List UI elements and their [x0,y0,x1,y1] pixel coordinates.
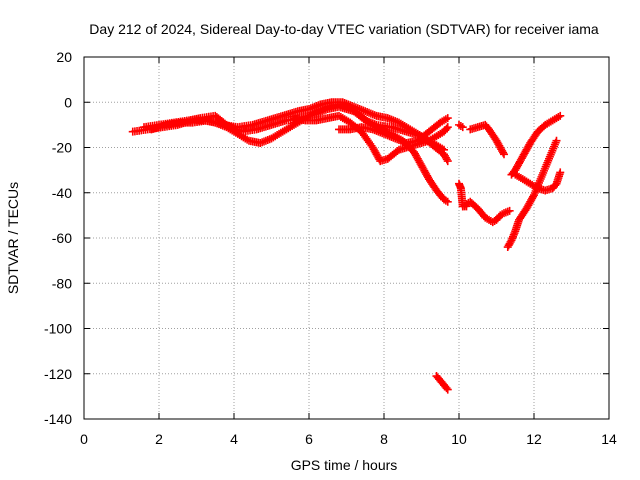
data-point [443,157,452,166]
data-point [393,147,402,156]
x-tick-label: 4 [230,431,238,447]
data-point [442,384,451,393]
series-track-6 [455,120,467,132]
data-point [456,122,465,131]
series-track-10 [507,111,565,179]
y-tick-label: -20 [52,140,72,156]
data-point [529,192,538,201]
x-tick-label: 2 [155,431,163,447]
data-point [552,136,561,145]
data-point [443,197,452,206]
data-point [500,150,508,159]
x-tick-label: 0 [80,431,88,447]
series-track-11 [511,168,565,195]
series-track-8 [455,179,514,227]
x-tick-label: 12 [526,431,542,447]
data-point [458,123,467,132]
x-axis-label: GPS time / hours [291,457,398,473]
data-point [443,385,452,394]
x-tick-label: 10 [451,431,467,447]
y-tick-label: -40 [52,185,72,201]
x-tick-label: 6 [305,431,313,447]
chart-title: Day 212 of 2024, Sidereal Day-to-day VTE… [89,21,599,37]
y-tick-label: -60 [52,230,72,246]
data-point [499,148,508,157]
data-point [442,155,451,164]
y-tick-label: -100 [44,321,72,337]
ticks: 0 2 4 6 8 10 12 14 -140 -120 -100 -80 -60 -40 -20 0 20 [44,49,617,447]
x-tick-label: 14 [601,431,617,447]
y-tick-label: 20 [56,49,72,65]
series-track-7 [466,120,508,159]
data-point [506,237,515,246]
data-point [443,123,452,132]
series-track-9 [503,136,561,252]
y-tick-label: 0 [64,94,72,110]
y-tick-label: -120 [44,366,72,382]
data-point [505,206,514,215]
series-track-5 [335,114,452,147]
series-track-12 [432,372,452,394]
data-point [440,145,448,154]
data-point [556,168,565,177]
y-tick-label: -140 [44,411,72,427]
data-point [462,202,471,211]
data-point [556,111,565,120]
series-track-3 [147,98,448,154]
data-layer [128,98,565,394]
data-point [443,114,452,123]
y-tick-label: -80 [52,275,72,291]
x-tick-label: 8 [380,431,388,447]
series-track-13 [458,202,471,211]
y-axis-label: SDTVAR / TECUs [5,182,21,294]
data-point [442,124,451,133]
